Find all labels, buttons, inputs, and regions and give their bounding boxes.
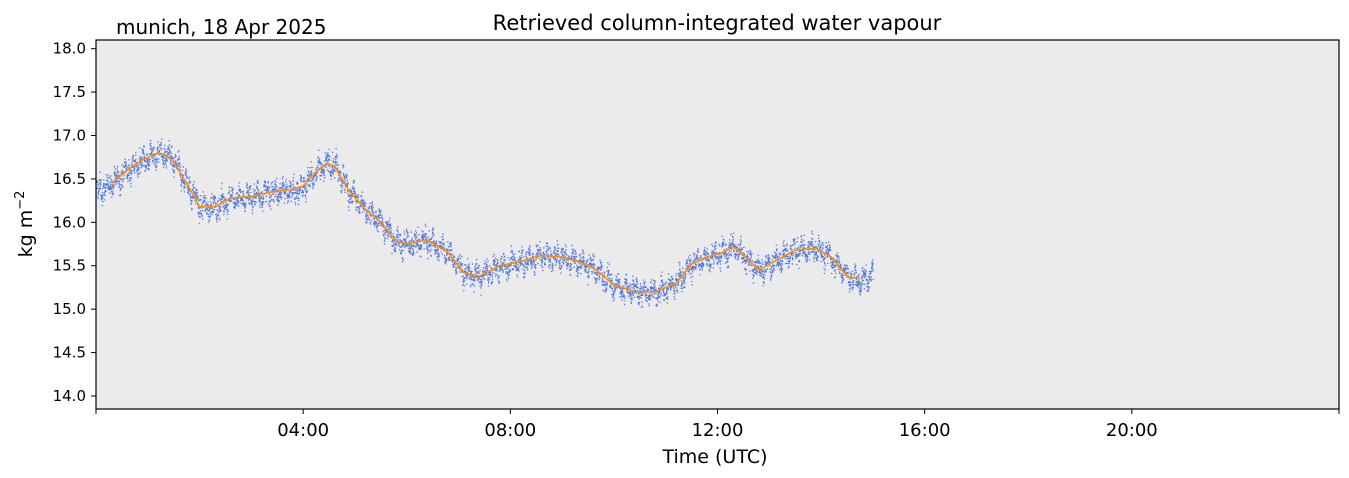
x-axis: 04:00 08:00 12:00 16:00 20:00	[95, 409, 1340, 441]
smoothed-line-series	[110, 152, 861, 293]
scatter-points	[96, 138, 875, 308]
location-date-label: munich, 18 Apr 2025	[116, 15, 326, 39]
y-tick-label: 16.5	[53, 170, 86, 188]
y-tick-label: 15.5	[53, 257, 86, 275]
x-tick-label: 12:00	[692, 420, 744, 441]
y-tick-label: 14.0	[53, 387, 86, 405]
y-axis: 14.0 14.5 15.0 15.5 16.0 16.5 17.0 17.5 18.0	[53, 40, 96, 405]
y-tick-label: 15.0	[53, 300, 86, 318]
x-tick-label: 04:00	[277, 420, 329, 441]
y-tick-label: 17.0	[53, 127, 86, 145]
x-tick-label: 16:00	[899, 420, 951, 441]
y-axis-label-exponent: −2	[13, 191, 28, 210]
x-axis-label: Time (UTC)	[661, 446, 767, 468]
y-tick-label: 16.0	[53, 213, 86, 231]
y-axis-label: kg m−2	[13, 191, 37, 258]
x-tick-label: 08:00	[484, 420, 536, 441]
y-tick-label: 18.0	[53, 40, 86, 58]
y-tick-label: 14.5	[53, 344, 86, 362]
smoothed-line	[110, 152, 861, 293]
chart-title: Retrieved column-integrated water vapour	[493, 11, 942, 35]
scatter-series	[96, 138, 875, 308]
plot-area	[96, 40, 1339, 409]
y-tick-label: 17.5	[53, 83, 86, 101]
x-tick-label: 20:00	[1106, 420, 1158, 441]
y-axis-label-unit: kg m	[15, 210, 37, 258]
